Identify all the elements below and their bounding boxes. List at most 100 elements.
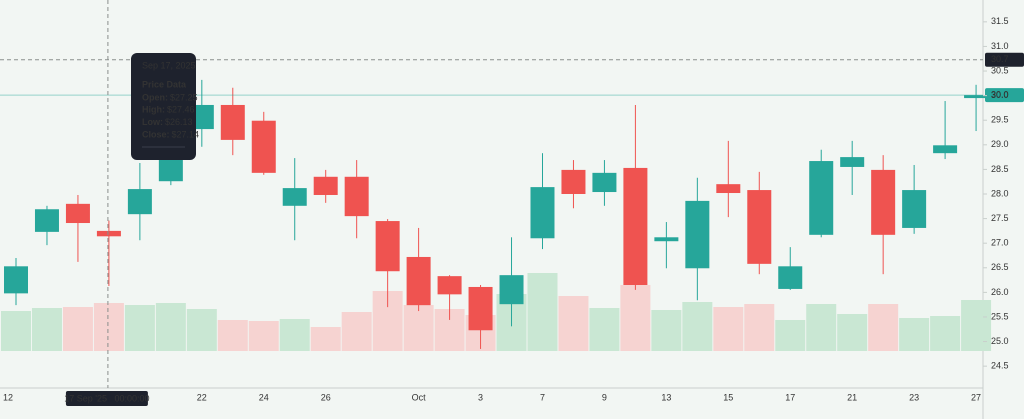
volume-bar xyxy=(31,308,62,351)
candle-body xyxy=(902,190,927,228)
candle-body xyxy=(468,286,493,331)
volume-bar xyxy=(124,305,155,351)
y-tick-label: 27.5 xyxy=(991,213,1009,223)
candle-body xyxy=(592,172,617,193)
y-tick-label: 27.0 xyxy=(991,238,1009,248)
volume-bar xyxy=(186,309,217,351)
volume-bar xyxy=(620,285,651,351)
tooltip-row-value: $27.46 xyxy=(167,105,195,115)
volume-bar xyxy=(868,304,899,351)
candle-body xyxy=(840,157,865,167)
last-price-label: 30.0 xyxy=(991,90,1009,100)
volume-bar xyxy=(899,318,930,351)
tooltip-row-label: Open: xyxy=(142,92,168,102)
candle-body xyxy=(34,209,59,232)
y-tick-label: 31.0 xyxy=(991,41,1009,51)
candle-body xyxy=(499,275,524,305)
candle-body xyxy=(561,169,586,194)
y-tick-label: 25.5 xyxy=(991,311,1009,321)
candle-body xyxy=(747,190,772,264)
y-tick-label: 31.5 xyxy=(991,16,1009,26)
candle-body xyxy=(964,95,989,99)
tooltip-date: Sep 17, 2025 xyxy=(142,60,196,70)
candle-body xyxy=(220,104,245,140)
volume-bar xyxy=(806,304,837,351)
tooltip-row-value: $26.13 xyxy=(165,117,193,127)
volume-bar xyxy=(775,320,806,351)
crosshair-price-label: 30.7 xyxy=(991,54,1009,64)
candle-body xyxy=(871,169,896,235)
x-tick-label: 15 xyxy=(723,392,733,402)
volume-bar xyxy=(310,327,341,351)
candle-body xyxy=(313,176,338,195)
volume-bar xyxy=(837,314,868,351)
candle-body xyxy=(716,184,741,194)
overlay-layer: 30.0 30.7 17 Sep '25 00:00:00 Sep 17, 2025 P… xyxy=(0,0,1024,406)
candle-body xyxy=(685,200,710,269)
tooltip-row-label: High: xyxy=(142,105,165,115)
candle-body xyxy=(437,276,462,295)
x-tick-label: 26 xyxy=(321,392,331,402)
volume-bar xyxy=(558,296,589,351)
crosshair-date-box xyxy=(65,391,148,406)
volume-bar xyxy=(341,312,372,351)
x-tick-label: 12 xyxy=(3,392,13,402)
y-tick-label: 28.0 xyxy=(991,188,1009,198)
crosshair-date-label: 17 Sep '25 00:00:00 xyxy=(64,393,149,403)
candle-body xyxy=(933,145,958,154)
y-tick-label: 30.0 xyxy=(991,90,1009,100)
volume-bar xyxy=(744,304,775,351)
x-tick-label: 21 xyxy=(847,392,857,402)
y-tick-label: 26.5 xyxy=(991,262,1009,272)
volume-layer xyxy=(1,273,992,351)
tooltip-row-value: $27.14 xyxy=(172,129,200,139)
y-tick-label: 24.5 xyxy=(991,361,1009,371)
x-tick-label: 7 xyxy=(540,392,545,402)
candle-body xyxy=(375,221,400,272)
tooltip-row-value: $27.25 xyxy=(170,92,198,102)
volume-bar xyxy=(527,273,558,351)
volume-bar xyxy=(62,307,93,351)
y-tick-label: 26.0 xyxy=(991,287,1009,297)
x-tick-label: 27 xyxy=(971,392,981,402)
y-tick-label: 29.5 xyxy=(991,115,1009,125)
volume-bar xyxy=(403,305,434,351)
volume-bar xyxy=(217,320,248,351)
candle-body xyxy=(4,266,28,294)
volume-bar xyxy=(248,321,279,351)
tooltip-box xyxy=(131,53,196,160)
volume-bar xyxy=(713,307,744,351)
x-tick-label: 3 xyxy=(478,392,483,402)
tooltip-heading: Price Data xyxy=(142,79,187,89)
x-tick-label: 9 xyxy=(602,392,607,402)
x-tick-label: 24 xyxy=(259,392,269,402)
volume-bar xyxy=(93,303,124,351)
x-tick-label: Oct xyxy=(412,392,427,402)
tooltip-row-label: Low: xyxy=(142,117,163,127)
candle-body xyxy=(96,230,121,237)
y-tick-label: 28.5 xyxy=(991,164,1009,174)
volume-bar xyxy=(589,308,620,351)
x-tick-label: 23 xyxy=(909,392,919,402)
candle-body xyxy=(530,187,555,239)
candle-body xyxy=(654,237,679,242)
candle-body xyxy=(65,203,90,224)
y-tick-label: 29.0 xyxy=(991,139,1009,149)
candle-body xyxy=(623,167,648,285)
candle-layer xyxy=(4,79,989,349)
volume-bar xyxy=(155,303,186,351)
last-price-box xyxy=(985,88,1024,103)
volume-bar xyxy=(279,319,310,351)
volume-bar xyxy=(651,310,682,351)
candle-body xyxy=(251,120,276,173)
volume-bar xyxy=(682,302,713,351)
y-tick-label: 30.5 xyxy=(991,65,1009,75)
x-tick-label: 17 xyxy=(785,392,795,402)
volume-bar xyxy=(930,316,961,351)
candle-body xyxy=(344,176,369,217)
volume-bar xyxy=(961,300,992,351)
tooltip-row-label: Close: xyxy=(142,129,170,139)
y-tick-label: 25.0 xyxy=(991,336,1009,346)
candle-body xyxy=(406,256,431,306)
